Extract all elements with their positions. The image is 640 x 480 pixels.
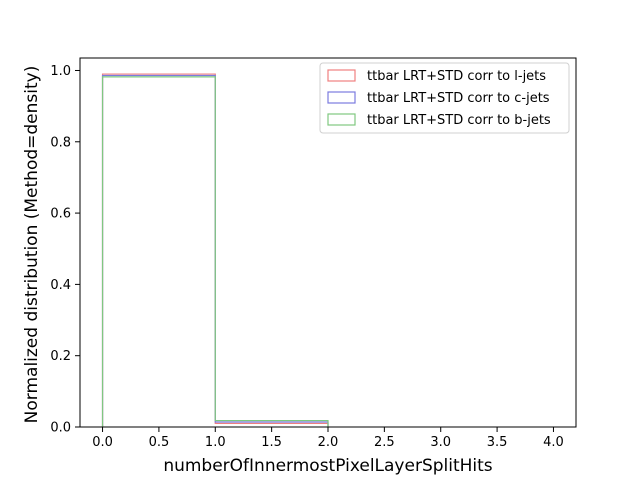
y-tick-label: 0.2 (50, 349, 71, 364)
legend-box (319, 62, 570, 134)
x-tick-label: 1.0 (205, 435, 226, 450)
legend-swatch-2 (327, 91, 356, 104)
legend-label-1: ttbar LRT+STD corr to l-jets (367, 69, 546, 84)
y-axis-label: Normalized distribution (Method=density) (22, 66, 42, 424)
x-tick-label: 1.5 (261, 435, 282, 450)
x-tick-label: 2.5 (374, 435, 395, 450)
x-axis-label: numberOfInnermostPixelLayerSplitHits (163, 456, 492, 476)
x-tick-label: 4.0 (543, 435, 564, 450)
y-tick-label: 1.0 (50, 64, 71, 79)
y-tick-label: 0.6 (50, 207, 71, 222)
legend-swatch-1 (327, 69, 356, 82)
legend-swatch-3 (327, 113, 356, 126)
histogram-series-3 (101, 76, 329, 427)
y-tick-label: 0.4 (50, 278, 71, 293)
series-group (101, 73, 329, 427)
x-tick-label: 3.0 (430, 435, 451, 450)
x-tick-label: 3.5 (487, 435, 508, 450)
axes-group: 0.0 0.5 1.0 1.5 2.0 2.5 3.0 3.5 4.0 0.0 0.2 0.4 0.6 0… (50, 57, 577, 450)
x-tick-label: 0.5 (149, 435, 170, 450)
legend-label-3: ttbar LRT+STD corr to b-jets (367, 113, 551, 128)
y-tick-label: 0.0 (50, 421, 71, 436)
legend: ttbar LRT+STD corr to l-jets ttbar LRT+ST… (319, 62, 570, 134)
legend-label-2: ttbar LRT+STD corr to c-jets (367, 91, 550, 106)
x-tick-label: 2.0 (318, 435, 339, 450)
x-tick-label: 0.0 (92, 435, 113, 450)
y-tick-label: 0.8 (50, 135, 71, 150)
